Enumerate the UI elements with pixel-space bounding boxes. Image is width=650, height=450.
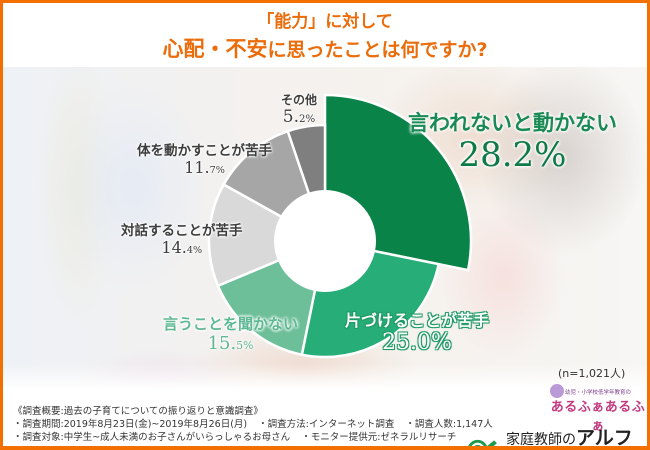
donut-chart bbox=[207, 93, 473, 359]
arufua-name: あるふぁあるふぁ bbox=[550, 400, 646, 434]
chart-title: 「能力」に対して 心配・不安に思ったことは何ですか? bbox=[3, 9, 647, 64]
label-dialogue: 対話することが苦手 14.4% bbox=[121, 219, 243, 260]
label-tidying: 片づけることが苦手 25.0% bbox=[345, 307, 489, 355]
label-other-pct: 5.2% bbox=[282, 107, 316, 127]
title-emphasis: 心配・不安 bbox=[162, 37, 268, 61]
title-rest: に思ったことは何ですか? bbox=[267, 39, 488, 61]
label-tidy-pct: 25.0% bbox=[382, 330, 452, 355]
label-main-name: 言われないと動かない bbox=[408, 111, 617, 135]
arufua-subtitle: 幼児・小学校低学年教育の bbox=[564, 390, 631, 396]
survey-footer: 《調査概要:過去の子育てについての振り返りと意識調査》 ・調査期間:2019年8… bbox=[13, 405, 501, 444]
label-other: その他 5.2% bbox=[281, 91, 317, 129]
label-body-movement: 体を動かすことが苦手 11.7% bbox=[137, 139, 272, 180]
footer-method: ・調査方法:インターネット調査 bbox=[258, 419, 395, 430]
footer-row-3: ・調査対象:中学生~成人未満のお子さんがいらっしゃるお母さん ・モニター提供元:… bbox=[13, 431, 501, 444]
title-line-2: 心配・不安に思ったことは何ですか? bbox=[3, 36, 647, 64]
flower-icon bbox=[550, 384, 564, 398]
sample-size-note: (n=1,021人) bbox=[558, 367, 626, 380]
footer-row-2: ・調査期間:2019年8月23日(金)~2019年8月26日(月) ・調査方法:… bbox=[13, 418, 501, 431]
pie-slice bbox=[207, 182, 328, 288]
label-not-moving-unless-told: 言われないと動かない 28.2% bbox=[408, 107, 617, 173]
tutor-brand-text: 家庭教師のアルファ bbox=[505, 427, 633, 449]
label-talk-pct: 14.4% bbox=[161, 238, 203, 257]
label-main-pct: 28.2% bbox=[458, 135, 567, 175]
label-listen-name: 言うことを聞かない bbox=[163, 315, 299, 333]
label-tidy-name: 片づけることが苦手 bbox=[345, 311, 490, 330]
arufua-arufua-logo: 幼児・小学校低学年教育の あるふぁあるふぁ bbox=[548, 384, 647, 434]
label-not-listening: 言うことを聞かない 15.5% bbox=[163, 313, 298, 356]
footer-count: ・調査人数:1,147人 bbox=[405, 419, 493, 430]
alpha-pencil-icon bbox=[468, 439, 497, 446]
label-body-name: 体を動かすことが苦手 bbox=[137, 143, 272, 159]
katei-kyoshi-alpha-logo: 家庭教師のアルファ bbox=[467, 423, 647, 449]
label-other-name: その他 bbox=[281, 93, 318, 107]
label-listen-pct: 15.5% bbox=[207, 333, 254, 354]
label-talk-name: 対話することが苦手 bbox=[121, 223, 243, 239]
footer-period: ・調査期間:2019年8月23日(金)~2019年8月26日(月) bbox=[13, 419, 248, 430]
footer-provider: ・モニター提供元:ゼネラルリサーチ bbox=[301, 432, 457, 443]
donut-hole bbox=[274, 190, 376, 292]
footer-target: ・調査対象:中学生~成人未満のお子さんがいらっしゃるお母さん bbox=[13, 432, 291, 443]
label-body-pct: 11.7% bbox=[184, 158, 225, 177]
title-line-1: 「能力」に対して bbox=[257, 12, 393, 32]
footer-summary: 《調査概要:過去の子育てについての振り返りと意識調査》 bbox=[13, 406, 263, 417]
